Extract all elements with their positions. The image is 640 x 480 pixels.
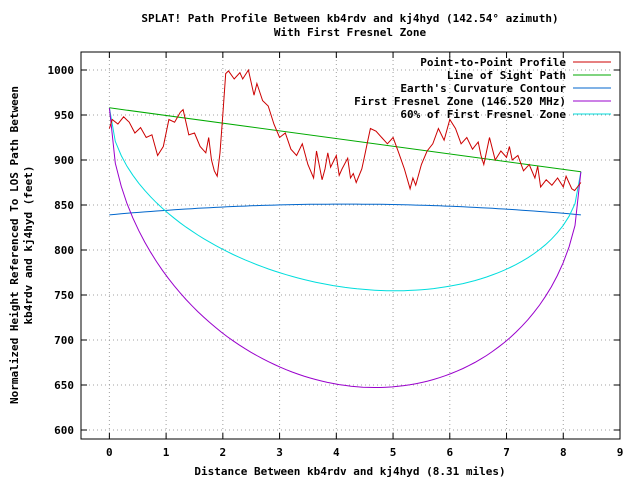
x-tick-label: 5 <box>390 446 397 459</box>
legend-label-fresnel-zone-line: First Fresnel Zone (146.520 MHz) <box>354 95 566 108</box>
x-tick-label: 0 <box>106 446 113 459</box>
x-tick-label: 1 <box>163 446 170 459</box>
legend-label-earth-curvature-line: Earth's Curvature Contour <box>400 82 566 95</box>
series-earth-curvature-line <box>109 203 581 216</box>
series-fresnel-60-line <box>108 107 582 292</box>
x-tick-label: 9 <box>617 446 624 459</box>
x-axis-ticks: 0 1 2 3 4 5 6 7 8 9 <box>106 52 623 459</box>
x-axis-label: Distance Between kb4rdv and kj4hyd (8.31… <box>194 465 505 478</box>
series-los-line <box>109 107 581 173</box>
chart-title: SPLAT! Path Profile Between kb4rdv and k… <box>141 12 558 25</box>
y-tick-label: 800 <box>54 244 74 257</box>
y-tick-label: 1000 <box>48 64 75 77</box>
x-tick-label: 8 <box>560 446 567 459</box>
y-tick-label: 750 <box>54 289 74 302</box>
series-lines <box>108 68 582 388</box>
y-axis-ticks: 600 650 700 750 800 850 900 950 1000 <box>48 64 620 437</box>
y-tick-label: 950 <box>54 109 74 122</box>
legend-label-profile-line: Point-to-Point Profile <box>420 56 566 69</box>
y-tick-label: 700 <box>54 334 74 347</box>
legend-label-fresnel-60-line: 60% of First Fresnel Zone <box>400 108 566 121</box>
x-tick-label: 6 <box>446 446 453 459</box>
chart-subtitle: With First Fresnel Zone <box>274 26 427 39</box>
y-tick-label: 650 <box>54 379 74 392</box>
y-tick-label: 850 <box>54 199 74 212</box>
x-tick-label: 4 <box>333 446 340 459</box>
x-tick-label: 7 <box>503 446 510 459</box>
series-fresnel-zone-line <box>108 107 582 388</box>
series-profile-line <box>108 68 582 192</box>
legend-label-los-line: Line of Sight Path <box>447 69 566 82</box>
y-tick-label: 600 <box>54 424 74 437</box>
plot-frame <box>80 51 621 440</box>
x-tick-label: 2 <box>220 446 227 459</box>
x-tick-label: 3 <box>276 446 283 459</box>
y-axis-label-line2: kb4rdv and kj4hyd (feet) <box>22 166 35 325</box>
y-axis-label-line1: Normalized Height Referenced To LOS Path… <box>8 86 21 404</box>
y-tick-label: 900 <box>54 154 74 167</box>
